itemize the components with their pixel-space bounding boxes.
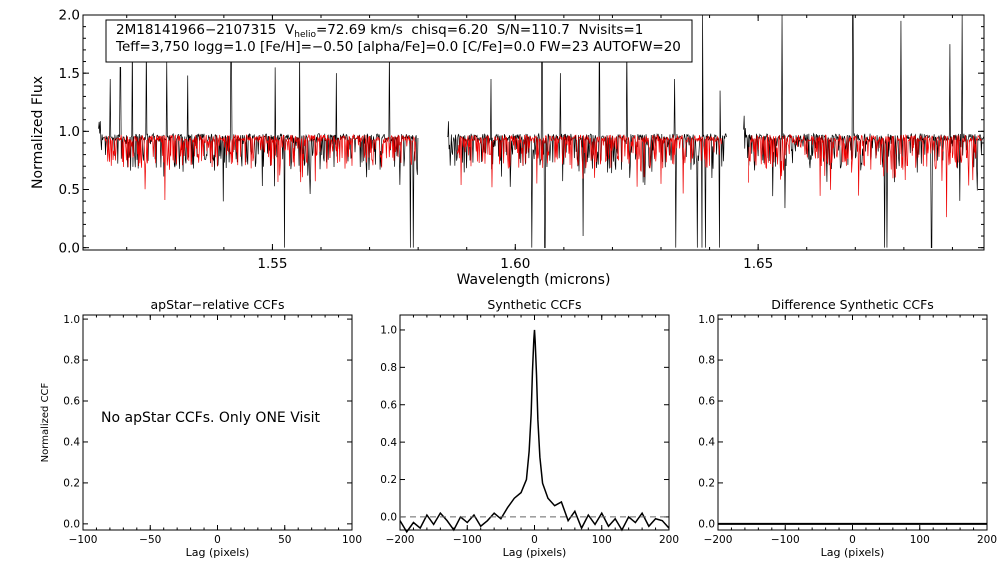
spectrum-ytick-label: 1.0 — [59, 124, 80, 140]
synthetic-ytick-label: 0.6 — [380, 399, 397, 411]
difference-ytick-label: 0.2 — [698, 478, 715, 490]
ccf-line — [399, 329, 670, 534]
apstar-ytick-label: 0.2 — [63, 478, 80, 490]
synthetic-ytick-label: 0.8 — [380, 362, 397, 374]
difference-ytick-label: 1.0 — [698, 314, 715, 326]
difference-ytick-label: 0.6 — [698, 396, 715, 408]
sn-value: S/N=110.7 — [496, 22, 570, 38]
star-id: 2M18141966−2107315 — [116, 22, 277, 38]
synthetic-axes — [399, 314, 670, 531]
spectrum-xtick-label: 1.65 — [743, 256, 773, 272]
difference-axes — [717, 314, 988, 531]
model-spectrum-line — [104, 133, 982, 218]
difference-frame — [717, 314, 988, 531]
spectrum-xtick-label: 1.60 — [500, 256, 530, 272]
apstar-axes — [82, 314, 353, 531]
apstar-xtick-label: −50 — [139, 534, 161, 546]
annotation-line-1: 2M18141966−2107315 Vhelio=72.69 km/s chi… — [116, 22, 643, 43]
difference-xtick-label: 200 — [977, 534, 997, 546]
synthetic-ytick-label: 0.2 — [380, 474, 397, 486]
apstar-title: apStar−relative CCFs — [151, 297, 285, 312]
synthetic-xtick-label: −200 — [386, 534, 415, 546]
v-helio-value: =72.69 km/s — [315, 22, 403, 38]
apstar-ytick-label: 0.0 — [63, 519, 80, 531]
annotation-box — [105, 19, 693, 63]
no-ccf-message: No apStar CCFs. Only ONE Visit — [101, 410, 321, 426]
synthetic-xtick-label: 0 — [531, 534, 538, 546]
spectrum-ytick-label: 1.5 — [59, 66, 80, 82]
spectrum-xlabel: Wavelength (microns) — [457, 272, 611, 288]
spectrum-ytick-label: 2.0 — [59, 8, 80, 24]
synthetic-title: Synthetic CCFs — [487, 297, 581, 312]
apstar-xtick-label: −100 — [69, 534, 98, 546]
difference-xtick-label: −200 — [704, 534, 733, 546]
apstar-xtick-label: 100 — [342, 534, 362, 546]
v-subscript: helio — [294, 30, 316, 40]
apstar-xtick-label: 0 — [214, 534, 221, 546]
apstar-ytick-label: 0.4 — [63, 437, 80, 449]
apstar-ytick-label: 1.0 — [63, 314, 80, 326]
synthetic-frame — [399, 314, 670, 531]
nvisits-value: Nvisits=1 — [578, 22, 644, 38]
synthetic-xtick-label: −100 — [453, 534, 482, 546]
difference-xtick-label: 100 — [910, 534, 930, 546]
synthetic-ytick-label: 0.4 — [380, 437, 397, 449]
difference-xtick-label: 0 — [849, 534, 856, 546]
spectrum-xtick-label: 1.55 — [257, 256, 287, 272]
apstar-ytick-label: 0.8 — [63, 355, 80, 367]
spectrum-ylabel: Normalized Flux — [30, 76, 46, 189]
difference-ytick-label: 0.4 — [698, 437, 715, 449]
synthetic-ytick-label: 0.0 — [380, 512, 397, 524]
synthetic-xtick-label: 200 — [659, 534, 679, 546]
difference-title: Difference Synthetic CCFs — [771, 297, 934, 312]
difference-ytick-label: 0.8 — [698, 355, 715, 367]
synthetic-xtick-label: 100 — [592, 534, 612, 546]
synthetic-xlabel: Lag (pixels) — [503, 546, 567, 559]
apstar-xlabel: Lag (pixels) — [186, 546, 250, 559]
annotation-line-2: Teff=3,750 logg=1.0 [Fe/H]=−0.50 [alpha/… — [116, 39, 681, 55]
apstar-xtick-label: 50 — [278, 534, 291, 546]
chisq-value: chisq=6.20 — [411, 22, 489, 38]
v-label: V — [284, 22, 295, 38]
spectrum-frame — [82, 14, 985, 251]
apstar-ytick-label: 0.6 — [63, 396, 80, 408]
difference-ytick-label: 0.0 — [698, 519, 715, 531]
apstar-ylabel: Normalized CCF — [40, 382, 51, 462]
difference-xlabel: Lag (pixels) — [821, 546, 885, 559]
synthetic-ytick-label: 1.0 — [380, 325, 397, 337]
spectrum-ytick-label: 0.5 — [59, 182, 80, 198]
spectrum-ytick-label: 0.0 — [59, 240, 80, 256]
difference-xtick-label: −100 — [771, 534, 800, 546]
